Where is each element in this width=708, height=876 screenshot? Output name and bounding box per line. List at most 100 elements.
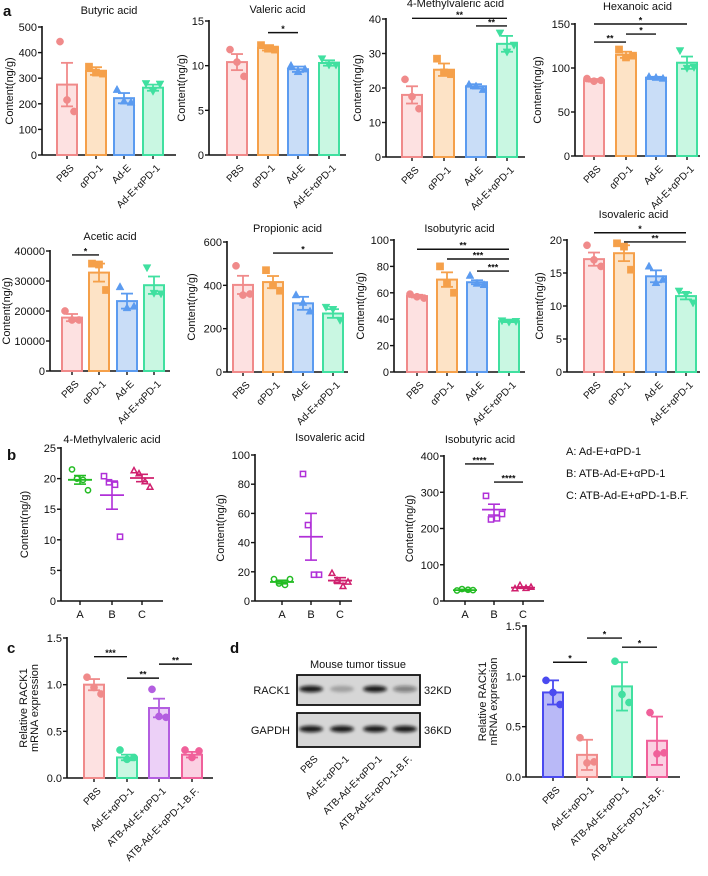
blot-band <box>299 685 323 693</box>
y-tick-label: 20 <box>369 83 381 95</box>
data-point <box>246 290 254 298</box>
data-point <box>583 241 591 250</box>
blot-lane-label: PBS <box>299 754 321 776</box>
data-point <box>286 575 294 583</box>
significance-label: ** <box>606 34 614 44</box>
y-axis-label: Content(ng/g) <box>404 495 416 562</box>
bar <box>83 683 105 780</box>
blot-band <box>363 725 387 733</box>
data-point <box>240 72 248 81</box>
chart-propionic: 0 200 400 600 Content(ng/g) Propionic acid PBS… <box>186 223 348 428</box>
data-point <box>95 260 103 269</box>
y-tick-label: 0 <box>50 596 56 608</box>
x-tick-label: αPD-1 <box>429 380 457 408</box>
data-point <box>68 466 76 473</box>
y-axis-label: Content(ng/g) <box>4 57 16 124</box>
bar <box>583 79 605 157</box>
chart-valeric: 0 5 10 15 Content(ng/g) Valeric acid PBS αPD-1 A… <box>176 4 346 211</box>
data-point <box>681 290 691 299</box>
x-tick-label: αPD-1 <box>255 380 283 408</box>
x-tick-label: PBS <box>400 165 422 187</box>
y-axis-label: Content(ng/g) <box>215 494 227 561</box>
y-tick-label: 60 <box>377 288 389 300</box>
y-axis-label: Content(ng/g) <box>534 272 546 339</box>
x-tick-label: A <box>278 609 286 621</box>
data-point <box>262 266 270 275</box>
data-point <box>102 286 110 294</box>
data-point <box>68 316 76 324</box>
significance-label: **** <box>472 455 487 465</box>
y-tick-label: 100 <box>552 63 570 75</box>
data-point <box>140 476 150 485</box>
y-tick-label: 0.0 <box>47 773 62 785</box>
y-tick-label: 150 <box>552 19 570 31</box>
data-point <box>338 581 348 590</box>
y-tick-label: 10 <box>369 118 381 130</box>
data-point <box>141 80 151 89</box>
data-point <box>129 465 139 474</box>
data-point <box>56 37 64 46</box>
data-point <box>269 281 277 290</box>
significance-label: ** <box>459 241 467 251</box>
y-tick-label: 600 <box>204 237 222 249</box>
data-point <box>85 62 93 71</box>
data-point <box>293 67 303 76</box>
chart-acetic: 0 10000 20000 30000 40000 Content(ng/g) Acetic… <box>1 231 170 427</box>
data-point <box>233 58 241 66</box>
x-tick-label: αPD-1 <box>81 379 109 407</box>
y-tick-label: 5 <box>198 105 204 117</box>
y-tick-label: 200 <box>204 324 222 336</box>
chart-title: Isovaleric acid <box>295 432 365 444</box>
data-point <box>286 60 296 69</box>
panel-label-d: d <box>230 640 239 657</box>
x-tick-label: PBS <box>82 786 104 808</box>
blot-size-label: 36KD <box>424 725 452 737</box>
data-point <box>328 306 338 315</box>
y-tick-label: 10000 <box>14 336 45 348</box>
data-point <box>472 278 482 287</box>
data-point <box>112 84 122 93</box>
data-point <box>79 476 87 484</box>
data-point <box>413 292 421 301</box>
significance-label: *** <box>105 648 116 658</box>
data-point <box>83 673 91 682</box>
y-tick-label: 80 <box>377 261 389 273</box>
data-point <box>521 583 531 592</box>
data-point <box>335 316 345 325</box>
bar <box>142 86 164 156</box>
data-point <box>576 733 584 742</box>
significance-label: * <box>281 24 285 34</box>
data-point <box>511 318 521 327</box>
chart-methylvaleric: 0 10 20 30 40 Content(ng/g) 4-Methylvaleric ac… <box>352 0 525 213</box>
x-tick-label: Ad-E <box>642 164 666 188</box>
data-point <box>148 685 156 694</box>
data-point <box>688 299 698 308</box>
legend-b: A: Ad-E+αPD-1 B: ATB-Ad-E+αPD-1 C: ATB-A… <box>566 446 689 502</box>
data-point <box>487 516 495 523</box>
y-tick-label: 10 <box>192 61 204 73</box>
data-point <box>275 580 283 587</box>
bar <box>116 300 138 373</box>
data-point <box>611 657 619 666</box>
data-point <box>142 264 152 273</box>
y-tick-label: 0 <box>198 150 204 162</box>
x-tick-label: ATB-Ad-E+αPD-1 <box>105 786 169 850</box>
chart-methylvaleric_b: 0 5 10 15 20 25 Content(ng/g) 4-Methylvaleric a… <box>19 434 163 621</box>
data-point <box>542 676 550 685</box>
x-tick-label: C <box>519 609 527 621</box>
y-axis-label: Content(ng/g) <box>19 491 31 558</box>
data-point <box>276 286 284 295</box>
data-point <box>406 290 414 298</box>
data-point <box>447 70 455 79</box>
x-tick-label: A <box>461 609 469 621</box>
data-point <box>300 64 310 73</box>
x-tick-label: PBS <box>541 785 563 807</box>
chart-rack1_protein: 0.0 0.5 1.0 1.5 Relative RACK1 mRNA expressio… <box>477 621 680 863</box>
data-point <box>84 486 92 494</box>
chart-title: Isobutyric acid <box>424 223 494 235</box>
data-point <box>343 577 353 585</box>
data-point <box>232 261 240 270</box>
panel-label-b: b <box>7 447 16 464</box>
data-point <box>674 287 684 296</box>
chart-title: Valeric acid <box>249 4 305 16</box>
